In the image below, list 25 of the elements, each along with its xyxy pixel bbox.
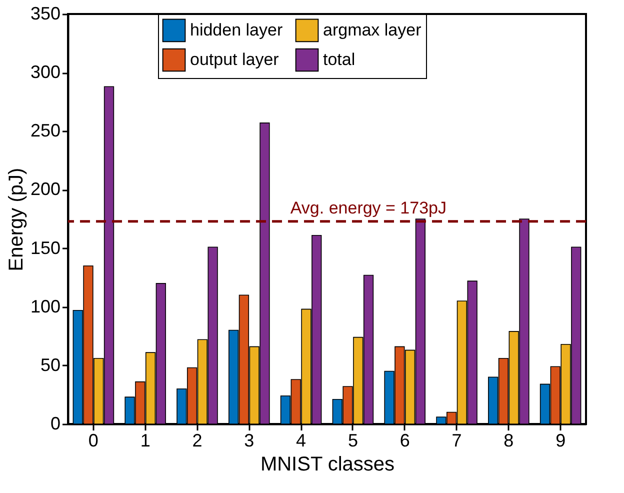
legend-label: argmax layer: [323, 20, 422, 40]
x-tick-label: 8: [504, 430, 514, 450]
x-tick-label: 1: [140, 430, 150, 450]
y-tick-label: 200: [30, 179, 60, 200]
x-tick-label: 9: [556, 430, 566, 450]
y-tick-label: 350: [30, 4, 60, 24]
x-tick-label: 2: [192, 430, 202, 450]
y-axis-title: Energy (pJ): [5, 168, 28, 272]
y-tick-label: 100: [30, 296, 60, 316]
x-tick-label: 3: [244, 430, 254, 450]
x-tick-label: 4: [296, 430, 306, 450]
legend-label: output layer: [190, 50, 280, 69]
legend-label: total: [323, 50, 356, 69]
y-tick-label: 250: [30, 120, 60, 141]
x-tick-label: 6: [400, 430, 410, 450]
x-axis-title: MNIST classes: [260, 454, 395, 476]
x-tick-label: 5: [348, 430, 358, 450]
legend-label: hidden layer: [190, 20, 283, 40]
y-tick-label: 300: [30, 62, 60, 82]
x-tick-label: 7: [452, 430, 462, 450]
y-tick-label: 50: [40, 354, 60, 375]
ref-line-label: Avg. energy = 173pJ: [290, 198, 446, 218]
x-tick-label: 0: [88, 430, 98, 450]
y-tick-label: 150: [30, 238, 60, 258]
y-tick-label: 0: [50, 414, 60, 434]
